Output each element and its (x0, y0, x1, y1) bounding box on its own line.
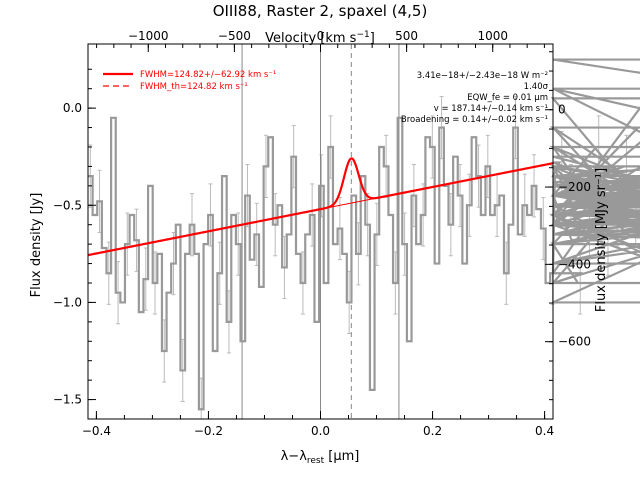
y-tick-label: −1.0 (53, 295, 82, 309)
y-tick-label: −0.5 (53, 198, 82, 212)
legend: FWHM=124.82+/−62.92 km s⁻¹ FWHM_th=124.82… (103, 70, 276, 92)
fit-line (87, 157, 554, 257)
axis-ticks: −0.4 −0.2 0.0 0.2 0.4 0.0 −0.5 −1.0 −1.5 −1000 −50… (53, 29, 591, 438)
chart-title: OIII88, Raster 2, spaxel (4,5) (213, 2, 428, 20)
top-tick-label: 500 (395, 29, 418, 43)
x-tick-label: 0.0 (311, 424, 330, 438)
top-tick-label: −1000 (128, 29, 169, 43)
top-axis-label: Velocity [km s−1] (265, 30, 375, 46)
y-axis-label-right: Flux density [MJy sr⁻¹] (594, 168, 609, 312)
y-axis-label-left: Flux density [Jy] (29, 193, 44, 298)
legend-label-0: FWHM=124.82+/−62.92 km s⁻¹ (140, 70, 276, 80)
right-tick-label: −600 (558, 335, 591, 349)
x-tick-label: −0.2 (194, 424, 223, 438)
y-tick-label: −1.5 (53, 393, 82, 407)
x-axis-label: λ−λrest [μm] (281, 449, 360, 466)
annotation-0: 3.41e−18+/−2.43e−18 W m⁻² (417, 71, 548, 81)
y-tick-label: 0.0 (63, 101, 82, 115)
annotation-1: 1.40σ (524, 82, 549, 92)
legend-label-1: FWHM_th=124.82 km s⁻¹ (140, 82, 248, 92)
x-axis-label-unit: [μm] (324, 449, 359, 464)
top-tick-label: 1000 (477, 29, 508, 43)
right-tick-label: −200 (558, 180, 591, 194)
right-tick-label: 0 (558, 103, 566, 117)
x-tick-label: 0.4 (535, 424, 554, 438)
reference-lines (241, 44, 400, 419)
annotation-2: EQW_fe = 0.01 μm (467, 93, 548, 103)
x-tick-label: −0.4 (82, 424, 111, 438)
x-axis-label-main: λ−λ (281, 449, 308, 464)
top-tick-label: 0 (317, 29, 325, 43)
spectrum-line (88, 58, 640, 411)
top-tick-label: −500 (218, 29, 251, 43)
right-tick-label: −400 (558, 257, 591, 271)
x-axis-label-sub: rest (307, 456, 325, 466)
annotation-3: v = 187.14+/−0.14 km s⁻¹ (434, 104, 548, 114)
annotation-4: Broadening = 0.14+/−0.02 km s⁻¹ (401, 115, 548, 125)
x-tick-label: 0.2 (423, 424, 442, 438)
